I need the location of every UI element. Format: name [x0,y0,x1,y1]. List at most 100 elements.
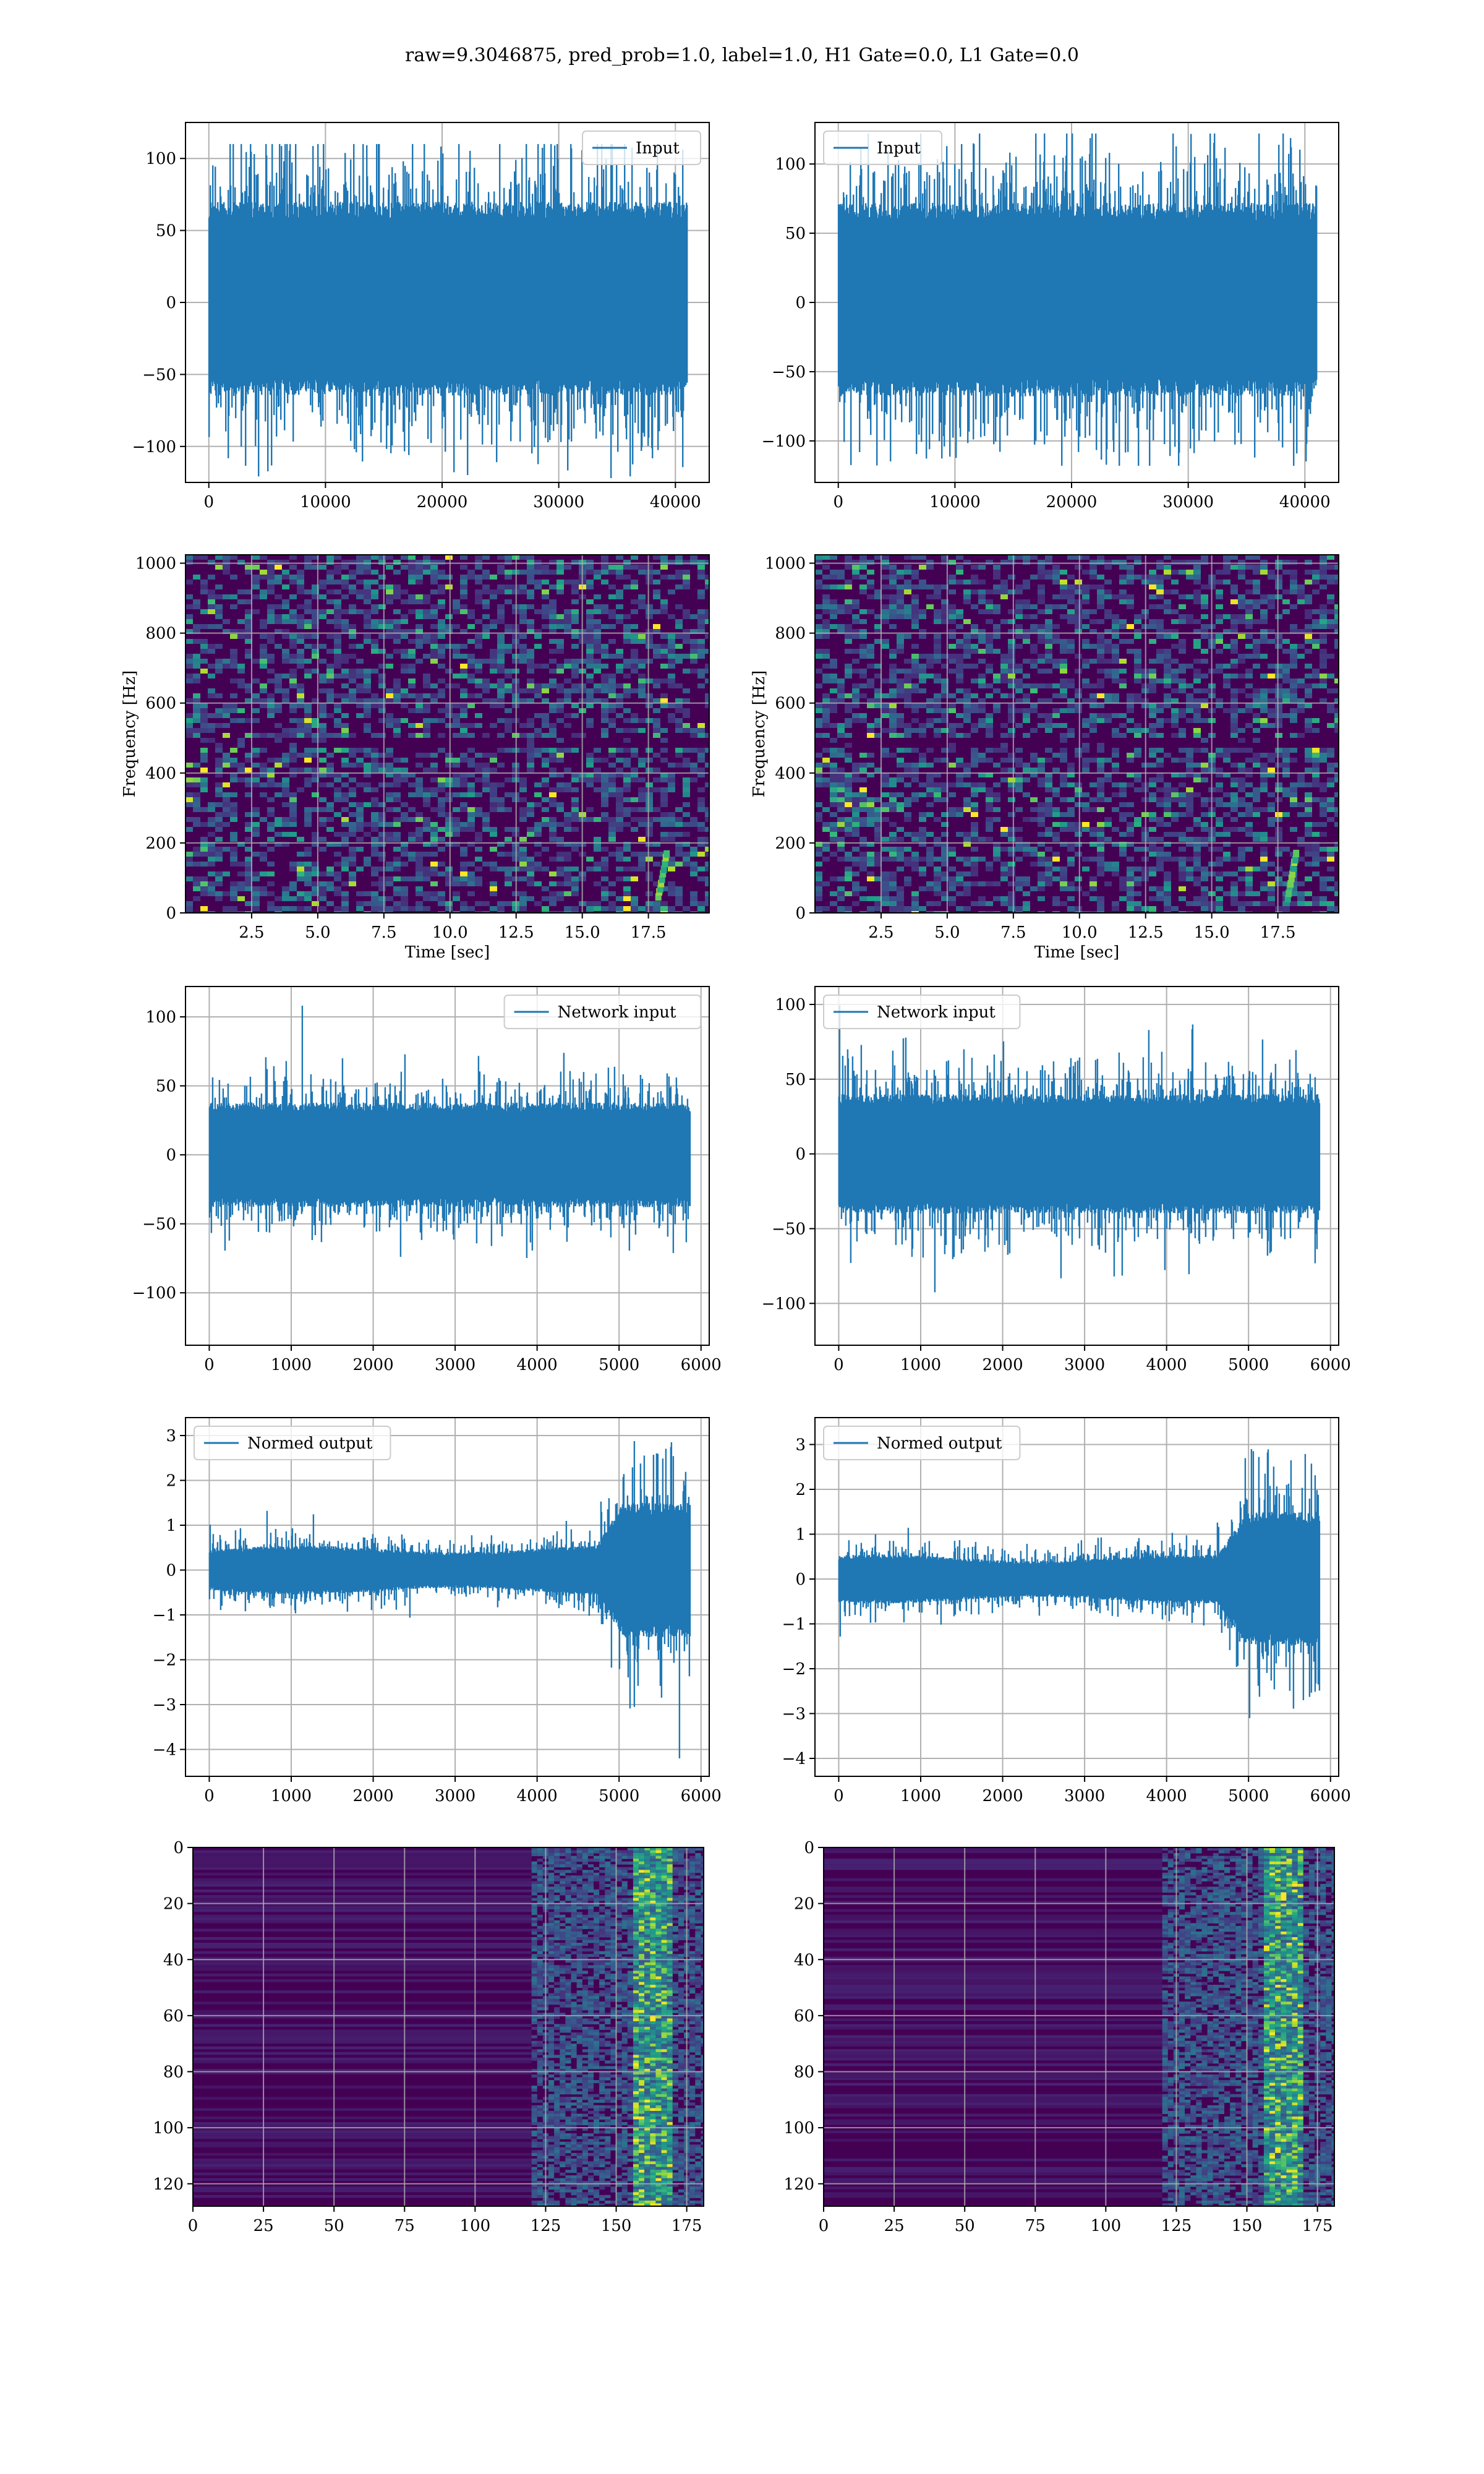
heatmap-cell [1230,777,1238,782]
heatmap-cell [897,723,904,728]
heatmap-cell [475,713,482,718]
heatmap-cell [601,758,608,763]
heatmap-cell [423,634,430,639]
heatmap-cell [527,768,534,773]
heatmap-cell [423,609,430,614]
heatmap-cell [364,748,371,753]
heatmap-cell [919,703,926,708]
heatmap-cell [911,584,919,589]
heatmap-cell [1082,555,1090,560]
heatmap-cell [845,782,852,787]
heatmap-cell [1156,619,1164,624]
heatmap-cell [1060,614,1067,619]
heatmap-cell [1297,782,1305,787]
heatmap-cell [1268,713,1275,718]
heatmap-cell [1082,683,1090,688]
heatmap-cell [608,718,616,723]
heatmap-cell [1305,609,1312,614]
heatmap-cell [215,802,223,807]
heatmap-cell [200,589,208,594]
heatmap-cell [911,867,919,871]
heatmap-cell [423,802,430,807]
heatmap-cell [697,654,705,659]
heatmap-cell [660,599,668,604]
heatmap-cell [1201,748,1208,753]
heatmap-cell [571,906,579,911]
heatmap-cell [874,723,882,728]
heatmap-cell [193,852,200,857]
heatmap-cell [1164,797,1171,802]
heatmap-cell [1156,654,1164,659]
heatmap-cell [1127,580,1134,584]
heatmap-cell [897,792,904,797]
heatmap-cell [1104,758,1112,763]
heatmap-cell [705,584,709,589]
heatmap-cell [200,842,208,847]
heatmap-cell [705,837,709,842]
heatmap-cell [1282,664,1290,669]
heatmap-cell [1290,708,1297,713]
heatmap-cell [1193,713,1201,718]
heatmap-cell [956,678,963,683]
heatmap-cell [1127,867,1134,871]
heatmap-cell [1320,634,1327,639]
heatmap-cell [1097,683,1104,688]
heatmap-cell [594,664,601,669]
heatmap-cell [830,792,837,797]
heatmap-cell [1156,787,1164,792]
heatmap-cell [859,669,867,674]
heatmap-cell [1297,708,1305,713]
heatmap-cell [275,723,282,728]
heatmap-cell [586,773,594,777]
heatmap-cell [830,604,837,609]
heatmap-cell [319,817,326,822]
heatmap-cell [371,787,378,792]
heatmap-cell [252,753,260,758]
heatmap-cell [230,594,237,599]
heatmap-cell [1090,560,1097,565]
heatmap-cell [289,807,297,812]
heatmap-cell [1060,753,1067,758]
heatmap-cell [423,703,430,708]
heatmap-cell [904,570,911,575]
heatmap-cell [215,768,223,773]
heatmap-cell [349,881,356,886]
heatmap-cell [571,560,579,565]
heatmap-cell [904,812,911,817]
y-tick-label: −50 [772,363,806,382]
heatmap-cell [1334,624,1339,629]
heatmap-cell [393,837,401,842]
heatmap-cell [386,862,393,867]
heatmap-cell [919,580,926,584]
heatmap-cell [467,575,475,580]
heatmap-cell [1008,619,1015,624]
heatmap-cell [986,723,993,728]
heatmap-cell [1067,619,1075,624]
heatmap-cell [1112,594,1119,599]
heatmap-cell [949,807,956,812]
heatmap-cell [319,773,326,777]
heatmap-cell [1164,683,1171,688]
heatmap-cell [904,832,911,837]
heatmap-cell [690,763,697,768]
heatmap-cell [571,817,579,822]
heatmap-cell [326,827,334,832]
heatmap-cell [467,822,475,827]
heatmap-cell [564,842,571,847]
heatmap-cell [1238,812,1245,817]
heatmap-cell [423,797,430,802]
heatmap-cell [889,857,897,862]
heatmap-cell [911,797,919,802]
heatmap-cell [1045,827,1052,832]
heatmap-cell [237,589,245,594]
heatmap-cell [193,896,200,901]
heatmap-cell [1038,807,1045,812]
x-tick-label: 17.5 [631,923,667,942]
heatmap-cell [1305,693,1312,698]
heatmap-cell [586,644,594,649]
heatmap-cell [556,619,564,624]
heatmap-cell [1097,575,1104,580]
heatmap-cell [289,614,297,619]
heatmap-cell [675,753,683,758]
heatmap-cell [859,867,867,871]
